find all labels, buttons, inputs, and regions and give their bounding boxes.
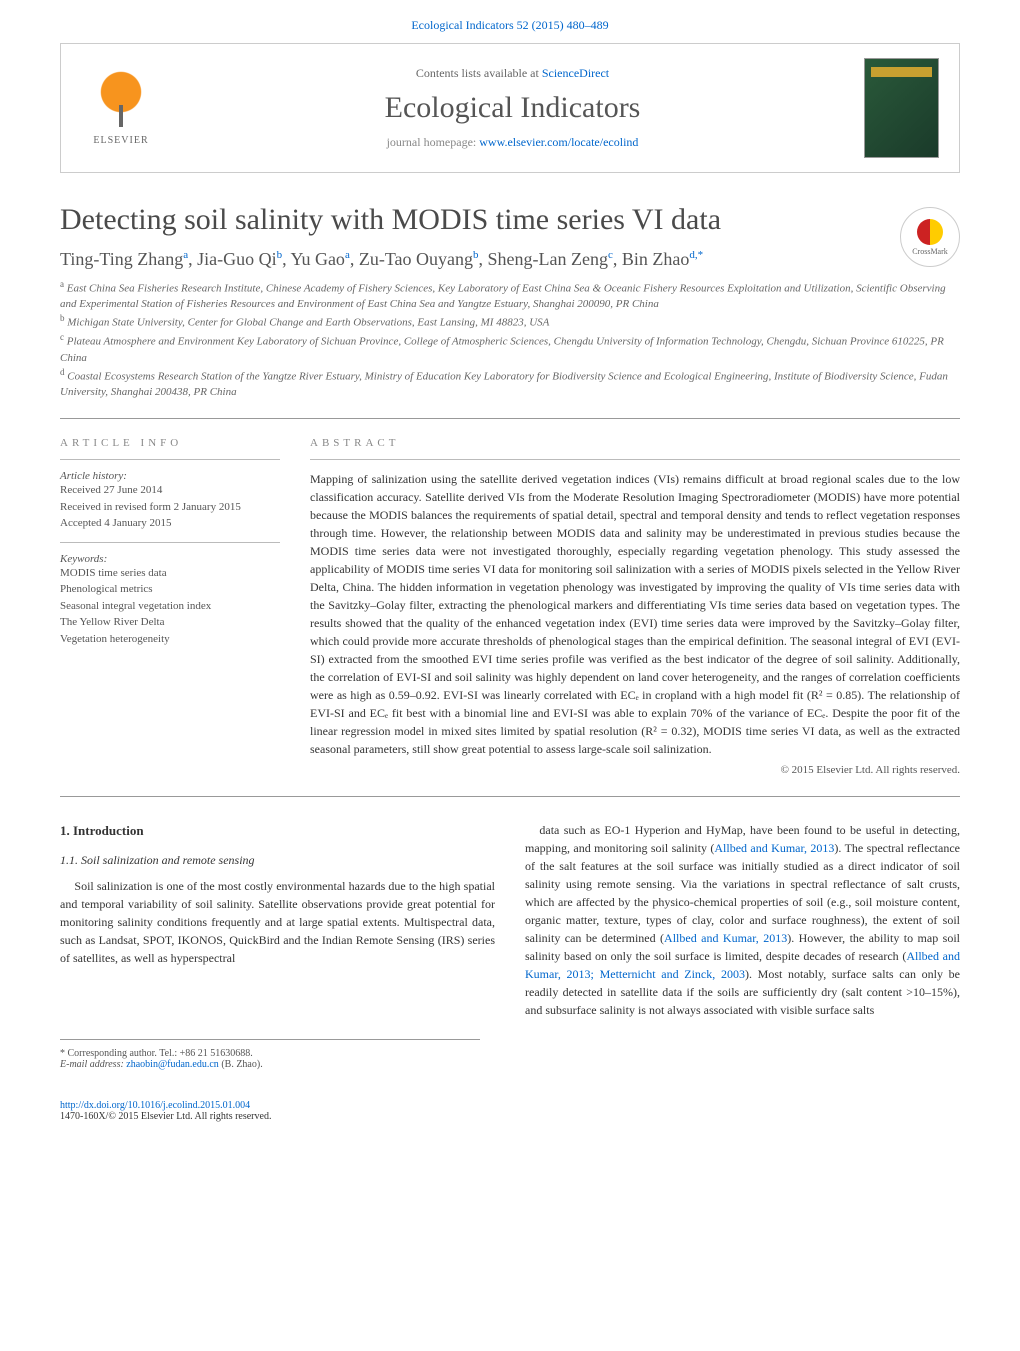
section-title: Introduction xyxy=(73,823,144,838)
rule-above-info xyxy=(60,418,960,419)
elsevier-name: ELSEVIER xyxy=(93,135,148,146)
affiliation-line: a East China Sea Fisheries Research Inst… xyxy=(60,278,960,312)
article-info-column: article info Article history: Received 2… xyxy=(60,437,280,776)
email-link[interactable]: zhaobin@fudan.edu.cn xyxy=(126,1059,219,1070)
accepted-date: Accepted 4 January 2015 xyxy=(60,515,280,532)
article-info-heading: article info xyxy=(60,437,280,449)
section-number: 1. xyxy=(60,823,70,838)
elsevier-tree-icon xyxy=(91,71,151,131)
email-line: E-mail address: zhaobin@fudan.edu.cn (B.… xyxy=(60,1059,480,1070)
article-title: Detecting soil salinity with MODIS time … xyxy=(60,203,960,237)
info-rule-1 xyxy=(60,459,280,460)
abstract-rule xyxy=(310,459,960,460)
homepage-prefix: journal homepage: xyxy=(387,135,480,149)
keywords-list: MODIS time series dataPhenological metri… xyxy=(60,565,280,648)
keywords-label: Keywords: xyxy=(60,553,280,565)
crossmark-label: CrossMark xyxy=(912,247,948,256)
journal-header-box: ELSEVIER Contents lists available at Sci… xyxy=(60,43,960,173)
keyword-item: Phenological metrics xyxy=(60,581,280,598)
corresponding-line: * Corresponding author. Tel.: +86 21 516… xyxy=(60,1048,480,1059)
homepage-line: journal homepage: www.elsevier.com/locat… xyxy=(161,135,864,150)
affiliation-line: c Plateau Atmosphere and Environment Key… xyxy=(60,331,960,365)
info-rule-2 xyxy=(60,542,280,543)
keyword-item: Seasonal integral vegetation index xyxy=(60,598,280,615)
elsevier-logo: ELSEVIER xyxy=(81,63,161,153)
ref-link[interactable]: Allbed and Kumar, 2013 xyxy=(714,841,834,855)
history-label: Article history: xyxy=(60,470,280,482)
affiliations-block: a East China Sea Fisheries Research Inst… xyxy=(60,278,960,400)
doi-link[interactable]: http://dx.doi.org/10.1016/j.ecolind.2015… xyxy=(60,1100,250,1111)
crossmark-icon xyxy=(917,219,943,245)
contents-prefix: Contents lists available at xyxy=(416,66,542,80)
journal-cover-thumbnail xyxy=(864,58,939,158)
received-date: Received 27 June 2014 xyxy=(60,482,280,499)
affiliation-line: d Coastal Ecosystems Research Station of… xyxy=(60,366,960,400)
ref-link[interactable]: Allbed and Kumar, 2013; Metternicht and … xyxy=(525,949,960,981)
subsection-1-1-heading: 1.1. Soil salinization and remote sensin… xyxy=(60,851,495,869)
ref-link[interactable]: Allbed and Kumar, 2013 xyxy=(664,931,787,945)
authors-line: Ting-Ting Zhanga, Jia-Guo Qib, Yu Gaoa, … xyxy=(60,249,960,270)
citation-link[interactable]: Ecological Indicators 52 (2015) 480–489 xyxy=(411,18,608,32)
sciencedirect-link[interactable]: ScienceDirect xyxy=(542,66,609,80)
revised-date: Received in revised form 2 January 2015 xyxy=(60,499,280,516)
crossmark-badge[interactable]: CrossMark xyxy=(900,207,960,267)
keyword-item: The Yellow River Delta xyxy=(60,614,280,631)
running-header: Ecological Indicators 52 (2015) 480–489 xyxy=(0,0,1020,43)
issn-copyright: 1470-160X/© 2015 Elsevier Ltd. All right… xyxy=(60,1111,271,1122)
email-suffix: (B. Zhao). xyxy=(219,1059,263,1070)
body-para-1: Soil salinization is one of the most cos… xyxy=(60,877,495,967)
email-label: E-mail address: xyxy=(60,1059,126,1070)
keyword-item: MODIS time series data xyxy=(60,565,280,582)
contents-list-line: Contents lists available at ScienceDirec… xyxy=(161,66,864,81)
doi-block: http://dx.doi.org/10.1016/j.ecolind.2015… xyxy=(60,1100,960,1122)
abstract-column: abstract Mapping of salinization using t… xyxy=(310,437,960,776)
body-column-left: 1. Introduction 1.1. Soil salinization a… xyxy=(60,821,495,1019)
affiliation-line: b Michigan State University, Center for … xyxy=(60,312,960,331)
body-two-columns: 1. Introduction 1.1. Soil salinization a… xyxy=(60,821,960,1019)
body-para-2: data such as EO-1 Hyperion and HyMap, ha… xyxy=(525,821,960,1019)
subsection-title: Soil salinization and remote sensing xyxy=(81,853,255,867)
corresponding-author-footer: * Corresponding author. Tel.: +86 21 516… xyxy=(60,1039,480,1070)
abstract-text: Mapping of salinization using the satell… xyxy=(310,470,960,758)
keyword-item: Vegetation heterogeneity xyxy=(60,631,280,648)
homepage-link[interactable]: www.elsevier.com/locate/ecolind xyxy=(479,135,638,149)
rule-below-abstract xyxy=(60,796,960,797)
header-center: Contents lists available at ScienceDirec… xyxy=(161,66,864,150)
abstract-copyright: © 2015 Elsevier Ltd. All rights reserved… xyxy=(310,764,960,776)
subsection-number: 1.1. xyxy=(60,853,78,867)
section-1-heading: 1. Introduction xyxy=(60,821,495,841)
body-column-right: data such as EO-1 Hyperion and HyMap, ha… xyxy=(525,821,960,1019)
journal-name: Ecological Indicators xyxy=(161,91,864,125)
abstract-heading: abstract xyxy=(310,437,960,449)
